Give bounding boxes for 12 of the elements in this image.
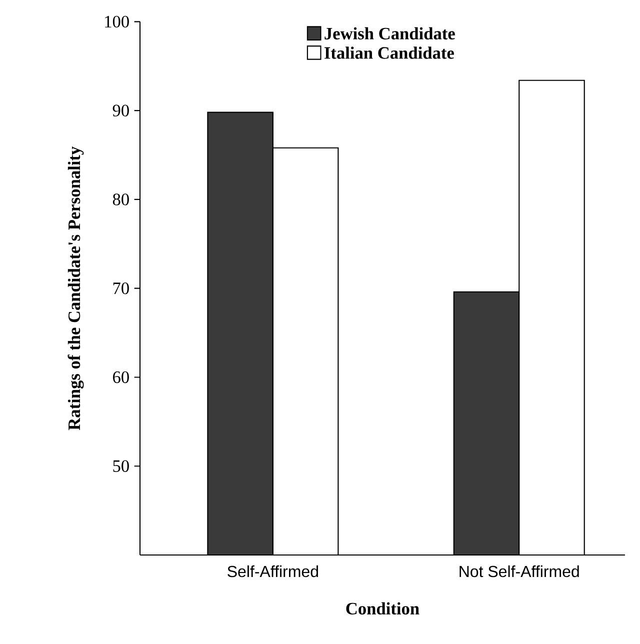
y-tick-label: 90 (112, 104, 129, 116)
y-tick-label: 50 (113, 460, 129, 472)
y-tick-label: 60 (113, 371, 129, 384)
x-tick-label: Not Self-Affirmed (460, 565, 579, 578)
y-tick-label: 80 (112, 194, 129, 206)
x-axis-title: Condition (346, 602, 420, 614)
legend-label: Jewish Candidate (324, 27, 455, 40)
y-tick-label: 100 (105, 16, 129, 28)
legend-label: Italian Candidate (324, 46, 454, 59)
y-axis-title: Ratings of the Candidate's Personality (68, 146, 84, 430)
x-tick-label: Self-Affirmed (228, 565, 318, 578)
y-tick-label: 70 (113, 282, 129, 294)
